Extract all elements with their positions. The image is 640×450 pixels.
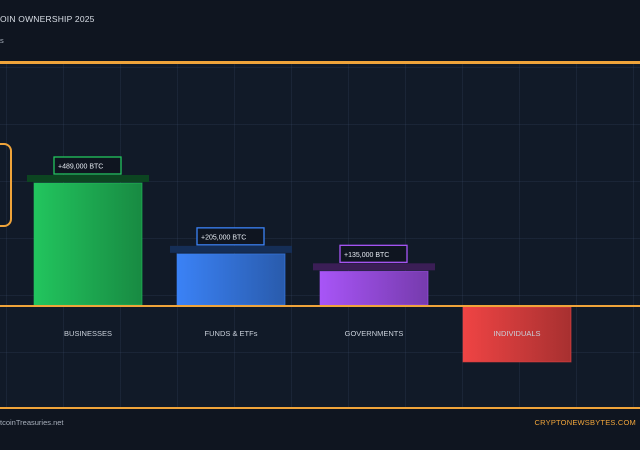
chart-subtitle: s — [0, 36, 4, 45]
bottom-divider — [0, 407, 640, 409]
top-divider — [0, 61, 640, 64]
category-label-0: BUSINESSES — [64, 329, 112, 338]
category-label-2: GOVERNMENTS — [345, 329, 404, 338]
value-label-box-0 — [53, 156, 122, 175]
brand-link[interactable]: CRYPTONEWSBYTES.COM — [534, 418, 636, 427]
bar-funds-etfs — [176, 253, 286, 306]
value-label-1: +205,000 BTC — [201, 234, 246, 241]
bar-businesses — [33, 182, 143, 306]
value-label-0: +489,000 BTC — [58, 164, 103, 171]
chart-grid-background — [0, 63, 640, 407]
bar-governments — [319, 270, 429, 306]
left-bracket-decoration — [0, 143, 12, 227]
chart-baseline — [0, 305, 640, 307]
value-label-2: +135,000 BTC — [344, 252, 389, 259]
source-text: tcoinTreasuries.net — [0, 418, 64, 427]
bar-individuals — [462, 306, 572, 363]
chart-title: OIN OWNERSHIP 2025 — [0, 14, 95, 24]
bar-cap-0 — [27, 175, 149, 182]
value-label-box-2 — [339, 244, 408, 263]
category-label-1: FUNDS & ETFs — [205, 329, 258, 338]
category-label-3: INDIVIDUALS — [493, 329, 540, 338]
bar-cap-1 — [170, 245, 292, 253]
value-label-box-1 — [196, 227, 265, 246]
bar-cap-2 — [313, 263, 435, 271]
